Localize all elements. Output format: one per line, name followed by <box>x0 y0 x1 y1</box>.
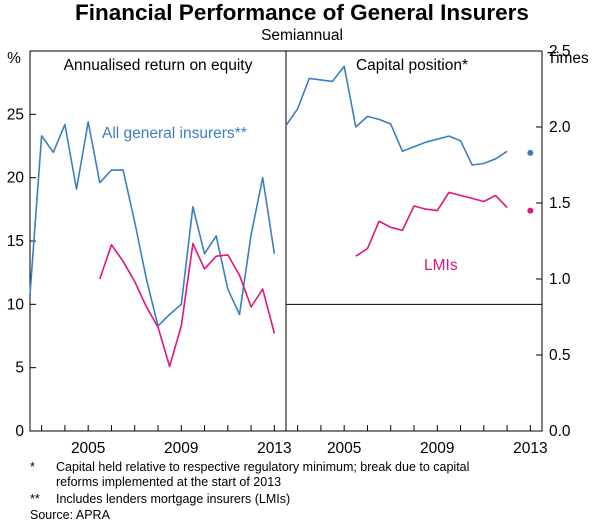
series-label-all-insurers: All general insurers** <box>102 125 247 142</box>
left-tick-label: 20 <box>7 170 25 187</box>
post-reform-point-pink <box>527 207 534 214</box>
source-note: Source: APRA <box>30 508 111 522</box>
x-tick-label: 2009 <box>164 440 198 457</box>
right-tick-label: 1.0 <box>549 271 571 288</box>
left-tick-label: 25 <box>7 106 24 123</box>
note-1-line-2: reforms implemented at the start of 2013 <box>56 475 281 489</box>
x-tick-label: 2005 <box>71 440 105 457</box>
x-tick-label: 2013 <box>257 440 291 457</box>
chart-title: Financial Performance of General Insurer… <box>75 0 529 25</box>
panel-title-capital: Capital position* <box>356 57 468 74</box>
note-1-marker: * <box>30 460 35 474</box>
right-y-ticks: 0.0 0.5 1.0 1.5 2.0 2.5 <box>549 43 571 440</box>
left-tick-label: 15 <box>7 233 24 250</box>
note-2-marker: ** <box>30 492 40 506</box>
series-line-blue <box>285 65 508 166</box>
panel-title-roe: Annualised return on equity <box>64 57 253 74</box>
right-axis-unit: Times <box>547 50 589 67</box>
left-tick-label: 10 <box>7 296 25 313</box>
x-ticks: 2005 2009 2013 2005 2009 2013 <box>71 440 548 457</box>
left-tick-label: 0 <box>15 423 24 440</box>
note-2-line-1: Includes lenders mortgage insurers (LMIs… <box>56 492 290 506</box>
left-y-ticks: 0 5 10 15 20 25 <box>7 106 25 440</box>
left-axis-unit: % <box>7 50 21 67</box>
x-tick-label: 2005 <box>327 440 361 457</box>
left-tick-label: 5 <box>15 360 24 377</box>
note-1-line-1: Capital held relative to respective regu… <box>56 460 469 474</box>
tick-marks <box>30 50 542 432</box>
series-line-pink <box>355 191 508 257</box>
right-tick-label: 0.5 <box>549 347 571 364</box>
chart-subtitle: Semiannual <box>261 27 343 44</box>
series-line-pink <box>99 242 276 368</box>
right-tick-label: 0.0 <box>549 423 571 440</box>
x-tick-label: 2009 <box>420 440 454 457</box>
series-line-blue <box>29 121 276 327</box>
series-lines <box>29 65 534 368</box>
series-label-lmis: LMIs <box>424 257 458 274</box>
post-reform-point-blue <box>527 149 534 156</box>
right-tick-label: 1.5 <box>549 195 571 212</box>
x-tick-label: 2013 <box>513 440 547 457</box>
right-tick-label: 2.5 <box>549 43 571 60</box>
right-tick-label: 2.0 <box>549 119 571 136</box>
